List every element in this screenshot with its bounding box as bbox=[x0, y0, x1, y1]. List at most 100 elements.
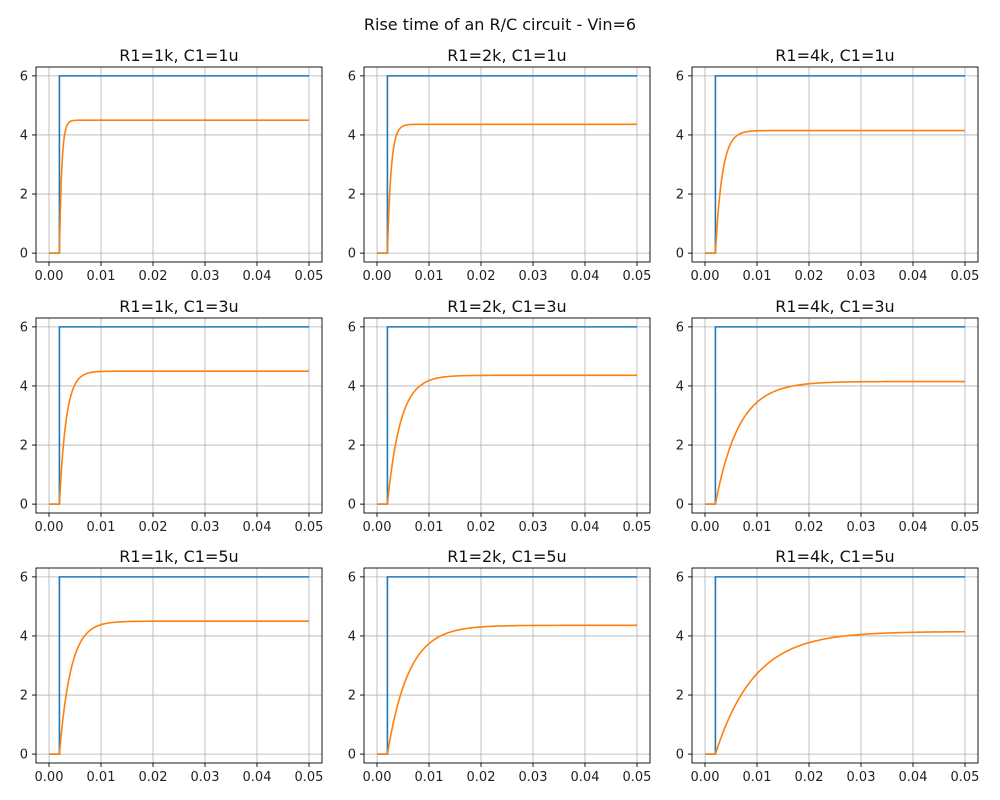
subplot-1: R1=1k, C1=1u 0.00 0.01 0.02 0.03 0.04 0.05 0 2 4 6 bbox=[20, 46, 324, 284]
y-tick-label: 0 bbox=[20, 247, 28, 262]
y-tick-label: 0 bbox=[676, 247, 684, 262]
output-voltage-line bbox=[49, 620, 309, 755]
x-tick-label: 0.03 bbox=[519, 269, 548, 284]
output-voltage-line bbox=[377, 123, 637, 254]
x-tick-label: 0.02 bbox=[139, 520, 168, 535]
subplot-6: R1=4k, C1=3u 0.00 0.01 0.02 0.03 0.04 0.05 0 2 4 6 bbox=[676, 297, 980, 535]
figure-suptitle: Rise time of an R/C circuit - Vin=6 bbox=[364, 15, 636, 34]
subplot-title: R1=1k, C1=5u bbox=[119, 547, 238, 566]
x-tick-label: 0.03 bbox=[191, 520, 220, 535]
subplot-title: R1=2k, C1=3u bbox=[447, 297, 566, 316]
subplot-title: R1=1k, C1=3u bbox=[119, 297, 238, 316]
x-tick-label: 0.05 bbox=[623, 770, 652, 785]
subplot-title: R1=2k, C1=5u bbox=[447, 547, 566, 566]
x-tick-label: 0.05 bbox=[951, 520, 980, 535]
x-tick-label: 0.04 bbox=[243, 520, 272, 535]
x-tick-label: 0.04 bbox=[899, 520, 928, 535]
output-voltage-line bbox=[377, 374, 637, 505]
y-tick-label: 6 bbox=[20, 570, 28, 585]
subplot-4: R1=1k, C1=3u 0.00 0.01 0.02 0.03 0.04 0.05 0 2 4 6 bbox=[20, 297, 324, 535]
x-tick-label: 0.00 bbox=[691, 520, 720, 535]
subplot-title: R1=4k, C1=1u bbox=[775, 46, 894, 65]
y-tick-label: 6 bbox=[676, 570, 684, 585]
x-tick-label: 0.01 bbox=[87, 520, 116, 535]
x-tick-label: 0.00 bbox=[363, 520, 392, 535]
y-tick-label: 0 bbox=[348, 247, 356, 262]
x-tick-label: 0.04 bbox=[899, 770, 928, 785]
x-tick-label: 0.01 bbox=[743, 770, 772, 785]
axes-frame bbox=[363, 567, 651, 764]
x-tick-label: 0.05 bbox=[951, 770, 980, 785]
x-tick-label: 0.04 bbox=[243, 770, 272, 785]
y-tick-label: 0 bbox=[20, 748, 28, 763]
y-tick-label: 2 bbox=[348, 188, 356, 203]
output-voltage-line bbox=[377, 624, 637, 755]
y-tick-label: 6 bbox=[20, 320, 28, 335]
axes-frame bbox=[363, 66, 651, 263]
x-tick-label: 0.03 bbox=[847, 520, 876, 535]
y-tick-label: 2 bbox=[20, 439, 28, 454]
x-tick-label: 0.02 bbox=[795, 770, 824, 785]
y-tick-label: 0 bbox=[348, 498, 356, 513]
y-tick-label: 6 bbox=[348, 320, 356, 335]
output-voltage-line bbox=[49, 370, 309, 505]
x-tick-label: 0.02 bbox=[139, 269, 168, 284]
y-tick-label: 4 bbox=[20, 379, 28, 394]
subplot-3: R1=4k, C1=1u 0.00 0.01 0.02 0.03 0.04 0.05 0 2 4 6 bbox=[676, 46, 980, 284]
output-voltage-line bbox=[705, 129, 965, 254]
x-tick-label: 0.05 bbox=[623, 269, 652, 284]
x-tick-label: 0.00 bbox=[35, 770, 64, 785]
x-tick-label: 0.02 bbox=[467, 770, 496, 785]
x-tick-label: 0.05 bbox=[295, 520, 324, 535]
x-tick-label: 0.03 bbox=[519, 770, 548, 785]
x-tick-label: 0.02 bbox=[139, 770, 168, 785]
x-tick-label: 0.01 bbox=[743, 269, 772, 284]
subplot-8: R1=2k, C1=5u 0.00 0.01 0.02 0.03 0.04 0.05 0 2 4 6 bbox=[348, 547, 652, 785]
y-tick-label: 4 bbox=[20, 629, 28, 644]
axes-frame bbox=[691, 317, 979, 514]
x-tick-label: 0.04 bbox=[571, 269, 600, 284]
y-tick-label: 2 bbox=[20, 689, 28, 704]
x-tick-label: 0.02 bbox=[795, 520, 824, 535]
x-tick-label: 0.03 bbox=[847, 770, 876, 785]
x-tick-label: 0.05 bbox=[623, 520, 652, 535]
subplot-title: R1=4k, C1=5u bbox=[775, 547, 894, 566]
x-tick-label: 0.00 bbox=[363, 269, 392, 284]
y-tick-label: 4 bbox=[676, 379, 684, 394]
subplot-5: R1=2k, C1=3u 0.00 0.01 0.02 0.03 0.04 0.05 0 2 4 6 bbox=[348, 297, 652, 535]
y-tick-label: 4 bbox=[348, 128, 356, 143]
y-tick-label: 4 bbox=[348, 629, 356, 644]
y-tick-label: 6 bbox=[676, 69, 684, 84]
y-tick-label: 6 bbox=[348, 570, 356, 585]
x-tick-label: 0.02 bbox=[467, 269, 496, 284]
y-tick-label: 4 bbox=[348, 379, 356, 394]
y-tick-label: 0 bbox=[676, 748, 684, 763]
y-tick-label: 6 bbox=[676, 320, 684, 335]
x-tick-label: 0.01 bbox=[743, 520, 772, 535]
x-tick-label: 0.01 bbox=[415, 520, 444, 535]
y-tick-label: 0 bbox=[20, 498, 28, 513]
y-tick-label: 0 bbox=[676, 498, 684, 513]
x-tick-label: 0.00 bbox=[691, 269, 720, 284]
output-voltage-line bbox=[705, 380, 965, 505]
y-tick-label: 2 bbox=[348, 439, 356, 454]
x-tick-label: 0.04 bbox=[243, 269, 272, 284]
subplot-grid: R1=1k, C1=1u 0.00 0.01 0.02 0.03 0.04 0.05 0 2 4 6… bbox=[20, 46, 980, 785]
y-tick-label: 4 bbox=[20, 128, 28, 143]
y-tick-label: 6 bbox=[348, 69, 356, 84]
output-voltage-line bbox=[49, 119, 309, 254]
subplot-2: R1=2k, C1=1u 0.00 0.01 0.02 0.03 0.04 0.05 0 2 4 6 bbox=[348, 46, 652, 284]
x-tick-label: 0.02 bbox=[467, 520, 496, 535]
y-tick-label: 6 bbox=[20, 69, 28, 84]
x-tick-label: 0.00 bbox=[691, 770, 720, 785]
subplot-title: R1=4k, C1=3u bbox=[775, 297, 894, 316]
x-tick-label: 0.03 bbox=[519, 520, 548, 535]
x-tick-label: 0.01 bbox=[415, 269, 444, 284]
y-tick-label: 2 bbox=[676, 689, 684, 704]
x-tick-label: 0.01 bbox=[415, 770, 444, 785]
y-tick-label: 2 bbox=[676, 439, 684, 454]
x-tick-label: 0.04 bbox=[571, 520, 600, 535]
x-tick-label: 0.04 bbox=[571, 770, 600, 785]
output-voltage-line bbox=[705, 630, 965, 755]
